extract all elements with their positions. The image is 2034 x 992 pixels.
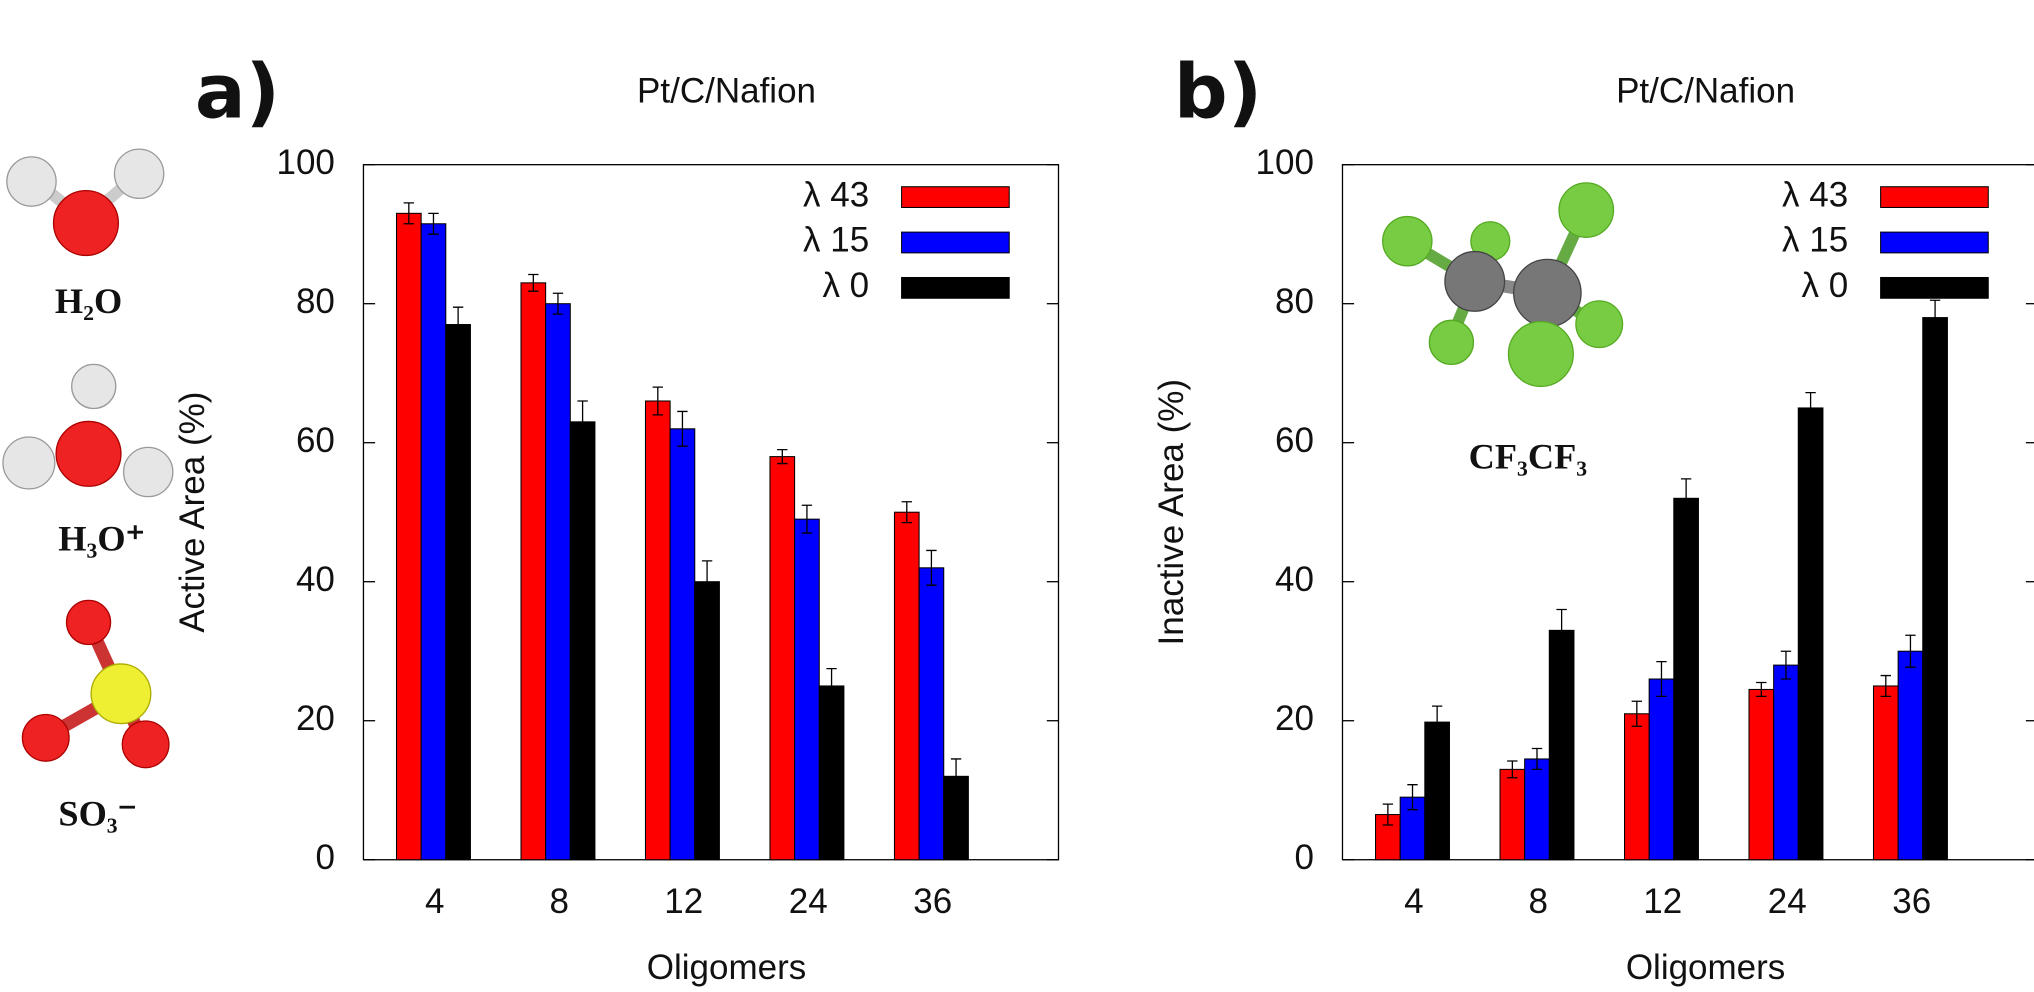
chart-title: Pt/C/Nafion bbox=[1616, 72, 1795, 111]
y-tick-label: 80 bbox=[1275, 282, 1314, 321]
x-axis-label: Oligomers bbox=[647, 948, 806, 987]
molecule-h2o bbox=[7, 149, 164, 255]
y-tick-label: 80 bbox=[296, 282, 335, 321]
y-tick-label: 100 bbox=[1256, 143, 1314, 182]
bar bbox=[1873, 686, 1898, 860]
molecule-h3o bbox=[3, 364, 173, 496]
bar bbox=[670, 429, 695, 860]
x-tick-label: 36 bbox=[913, 882, 952, 921]
bar bbox=[894, 512, 919, 860]
y-tick-label: 20 bbox=[296, 699, 335, 738]
bar bbox=[570, 422, 595, 860]
bar bbox=[1898, 651, 1923, 860]
legend-swatch bbox=[1881, 278, 1989, 299]
x-tick-label: 12 bbox=[1643, 882, 1682, 921]
panel-label: a) bbox=[195, 48, 280, 136]
bar bbox=[1749, 689, 1774, 859]
y-tick-label: 60 bbox=[296, 421, 335, 460]
x-tick-label: 4 bbox=[425, 882, 444, 921]
bar bbox=[446, 325, 471, 860]
y-tick-label: 40 bbox=[1275, 560, 1314, 599]
bar bbox=[770, 457, 795, 860]
figure: H₂O H₃O⁺ SO₃⁻ a) Pt/C/Nafion Oligomers Acti… bbox=[0, 0, 2034, 992]
bar bbox=[1798, 408, 1823, 860]
bar bbox=[919, 568, 944, 860]
legend-label: λ 43 bbox=[803, 175, 869, 214]
y-axis-label: Inactive Area (%) bbox=[1152, 379, 1191, 645]
bar bbox=[1649, 679, 1674, 860]
x-axis-label: Oligomers bbox=[1626, 948, 1785, 987]
bar bbox=[1774, 665, 1799, 860]
bar bbox=[397, 213, 422, 859]
legend-label: λ 15 bbox=[1782, 221, 1848, 260]
molecule-label: H₃O⁺ bbox=[58, 518, 145, 558]
molecule-label: H₂O bbox=[55, 281, 122, 321]
bar bbox=[1525, 759, 1550, 860]
bar bbox=[819, 686, 844, 860]
legend-label: λ 15 bbox=[803, 221, 869, 260]
x-tick-label: 36 bbox=[1892, 882, 1931, 921]
legend-swatch bbox=[902, 278, 1010, 299]
molecule-label: SO₃⁻ bbox=[58, 793, 136, 833]
bar bbox=[546, 304, 571, 860]
y-axis-label: Active Area (%) bbox=[173, 392, 212, 633]
inset-label: CF₃CF₃ bbox=[1469, 437, 1588, 477]
bar bbox=[521, 283, 546, 860]
bar bbox=[1625, 714, 1650, 860]
y-tick-label: 0 bbox=[1294, 838, 1313, 877]
legend-swatch bbox=[902, 232, 1010, 253]
legend-label: λ 0 bbox=[822, 266, 869, 305]
panel-label: b) bbox=[1174, 48, 1262, 136]
legend-label: λ 0 bbox=[1802, 266, 1849, 305]
molecule-so3 bbox=[22, 600, 169, 767]
bar bbox=[795, 519, 820, 860]
inset-molecule bbox=[1383, 183, 1623, 387]
bar bbox=[645, 401, 670, 860]
chart-title: Pt/C/Nafion bbox=[637, 72, 816, 111]
x-tick-label: 8 bbox=[1529, 882, 1548, 921]
bar bbox=[1674, 498, 1699, 859]
bar bbox=[1500, 769, 1525, 859]
legend-swatch bbox=[902, 187, 1010, 208]
bar bbox=[695, 582, 720, 860]
y-tick-label: 60 bbox=[1275, 421, 1314, 460]
x-tick-label: 24 bbox=[789, 882, 828, 921]
x-tick-label: 4 bbox=[1404, 882, 1423, 921]
y-tick-label: 40 bbox=[296, 560, 335, 599]
x-tick-label: 12 bbox=[664, 882, 703, 921]
legend-label: λ 43 bbox=[1782, 175, 1848, 214]
legend-swatch bbox=[1881, 232, 1989, 253]
bar bbox=[1549, 630, 1574, 859]
x-tick-label: 24 bbox=[1768, 882, 1807, 921]
y-tick-label: 0 bbox=[315, 838, 334, 877]
y-tick-label: 100 bbox=[277, 143, 335, 182]
bar bbox=[1425, 722, 1450, 860]
bar bbox=[1923, 318, 1948, 860]
bar bbox=[421, 224, 446, 860]
x-tick-label: 8 bbox=[550, 882, 569, 921]
y-tick-label: 20 bbox=[1275, 699, 1314, 738]
legend-swatch bbox=[1881, 187, 1989, 208]
